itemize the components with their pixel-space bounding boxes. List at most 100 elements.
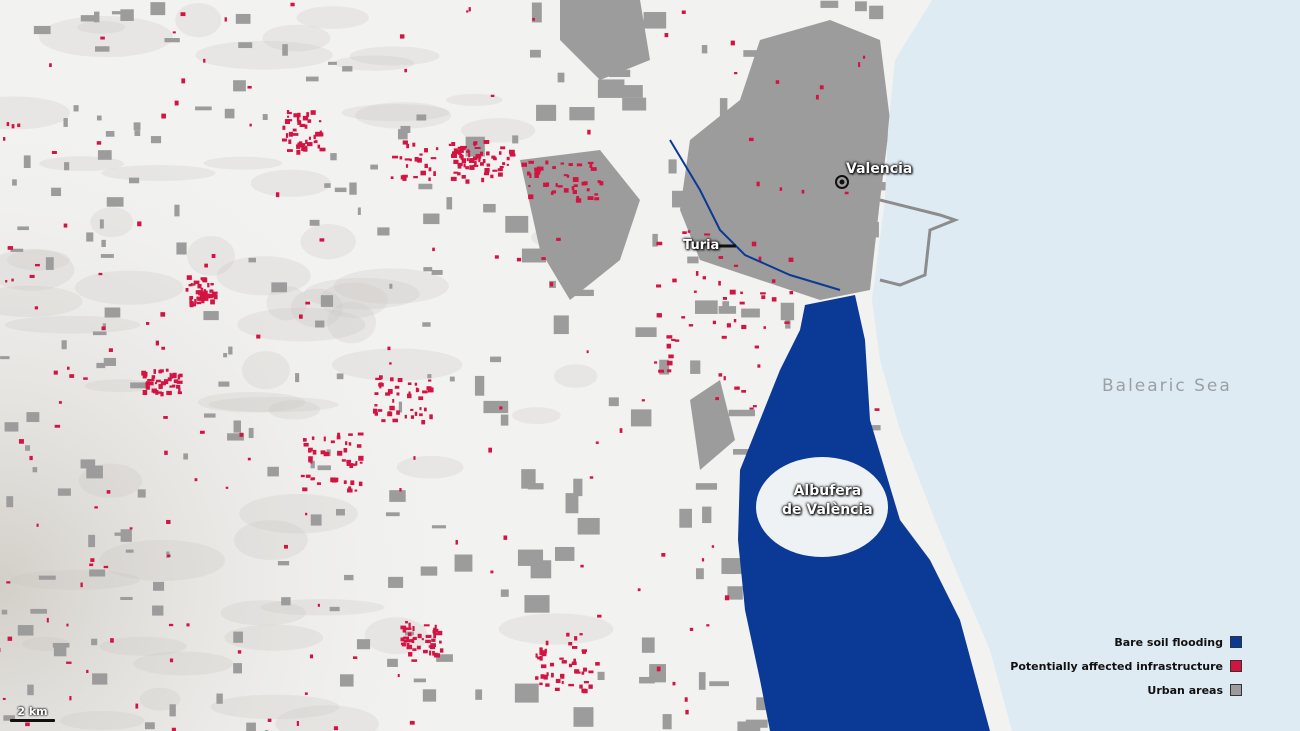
infrastructure-patch [299, 123, 306, 127]
infrastructure-patch [158, 369, 162, 374]
urban-patch [639, 676, 655, 684]
infrastructure-patch [303, 442, 309, 447]
urban-patch [86, 232, 94, 242]
urban-patch [718, 306, 737, 314]
relief-ridge [187, 235, 236, 276]
infrastructure-patch [534, 171, 541, 175]
infrastructure-patch [472, 156, 478, 161]
infrastructure-patch [400, 637, 405, 642]
urban-patch [238, 42, 253, 49]
infrastructure-patch [819, 85, 824, 90]
urban-patch [389, 283, 393, 289]
urban-patch [224, 108, 235, 119]
urban-patch [144, 722, 155, 730]
urban-patch [820, 0, 839, 8]
infrastructure-patch [401, 642, 406, 647]
relief-ridge [0, 285, 83, 318]
infrastructure-patch [379, 377, 382, 381]
infrastructure-patch [492, 169, 498, 172]
infrastructure-patch [309, 654, 314, 659]
infrastructure-patch [457, 172, 461, 176]
infrastructure-patch [587, 161, 594, 164]
infrastructure-patch [597, 614, 602, 618]
infrastructure-patch [293, 113, 298, 118]
infrastructure-patch [161, 381, 166, 386]
infrastructure-patch [396, 392, 400, 396]
infrastructure-patch [142, 375, 147, 379]
infrastructure-patch [457, 151, 462, 155]
urban-patch [99, 219, 104, 229]
infrastructure-patch [568, 163, 573, 166]
infrastructure-patch [356, 444, 362, 448]
urban-patch [536, 104, 557, 121]
urban-patch [423, 213, 440, 225]
infrastructure-patch [453, 171, 459, 174]
infrastructure-patch [681, 10, 686, 14]
infrastructure-patch [189, 295, 194, 300]
urban-patch [714, 199, 740, 208]
infrastructure-patch [701, 558, 705, 562]
infrastructure-patch [308, 456, 313, 462]
infrastructure-patch [572, 177, 579, 183]
infrastructure-patch [729, 289, 736, 295]
infrastructure-patch [419, 413, 423, 417]
infrastructure-patch [186, 275, 192, 280]
infrastructure-patch [199, 294, 206, 300]
relief-ridge [4, 315, 141, 334]
infrastructure-patch [581, 651, 587, 654]
infrastructure-patch [299, 144, 304, 147]
infrastructure-patch [237, 650, 242, 654]
urban-patch [27, 684, 34, 696]
urban-patch [727, 586, 743, 600]
urban-patch [120, 529, 132, 542]
urban-patch [216, 693, 223, 704]
infrastructure-patch [399, 488, 402, 492]
urban-patch [12, 179, 17, 186]
infrastructure-patch [557, 185, 563, 188]
urban-patch [150, 136, 162, 144]
urban-patch [203, 311, 219, 321]
urban-patch [88, 534, 96, 548]
infrastructure-patch [207, 282, 210, 288]
infrastructure-patch [178, 387, 181, 392]
urban-patch [737, 721, 761, 731]
urban-patch [694, 300, 718, 314]
infrastructure-patch [541, 257, 546, 260]
infrastructure-patch [419, 153, 423, 156]
relief-ridge [6, 249, 70, 271]
infrastructure-patch [200, 277, 207, 280]
infrastructure-patch [300, 474, 305, 478]
infrastructure-patch [537, 166, 540, 169]
infrastructure-patch [500, 146, 506, 150]
urban-patch [248, 427, 254, 439]
infrastructure-patch [343, 448, 348, 453]
infrastructure-patch [405, 620, 408, 624]
infrastructure-patch [301, 146, 306, 151]
infrastructure-patch [589, 476, 594, 479]
infrastructure-patch [433, 628, 439, 633]
urban-patch [204, 413, 216, 418]
urban-patch [310, 460, 315, 469]
infrastructure-patch [771, 279, 776, 283]
relief-ridge [77, 21, 126, 34]
infrastructure-patch [465, 150, 471, 153]
infrastructure-patch [167, 554, 171, 558]
urban-patch [659, 359, 670, 375]
infrastructure-patch [292, 128, 297, 132]
relief-ridge [326, 301, 376, 344]
infrastructure-patch [599, 181, 604, 186]
infrastructure-patch [304, 124, 308, 129]
urban-patch [643, 11, 667, 29]
sea [872, 0, 1300, 731]
urban-patch [195, 106, 212, 111]
relief-ridge [239, 494, 358, 534]
infrastructure-patch [589, 163, 593, 169]
infrastructure-patch [305, 474, 311, 478]
infrastructure-patch [17, 123, 21, 128]
infrastructure-patch [544, 648, 547, 654]
urban-patch [704, 148, 732, 165]
infrastructure-patch [25, 722, 30, 727]
urban-patch [282, 44, 288, 56]
urban-patch [635, 327, 657, 338]
infrastructure-patch [292, 133, 299, 136]
